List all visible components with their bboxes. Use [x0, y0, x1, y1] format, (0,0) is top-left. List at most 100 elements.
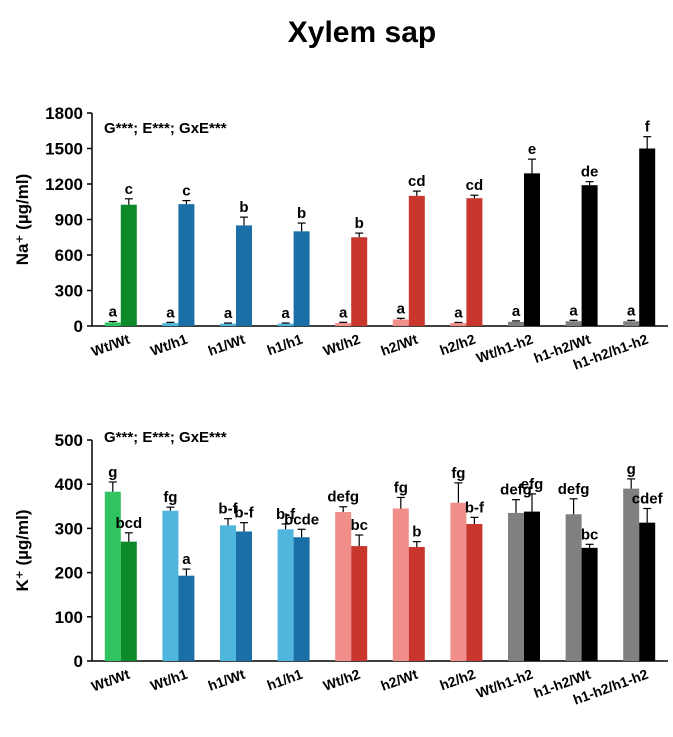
- significance-label: a: [627, 302, 636, 319]
- y-tick-label: 0: [74, 317, 83, 336]
- significance-label: a: [512, 303, 521, 320]
- category-label: Wt/h2: [321, 666, 362, 694]
- bar: [508, 321, 524, 326]
- y-tick-label: 500: [55, 431, 83, 450]
- category-label: Wt/h1: [148, 666, 189, 694]
- significance-label: cd: [466, 177, 484, 194]
- significance-label: b: [412, 524, 421, 541]
- bar: [351, 237, 368, 326]
- significance-label: g: [108, 464, 117, 481]
- y-tick-label: 900: [55, 211, 83, 230]
- stat-annotation: G***; E***; GxE***: [104, 120, 227, 137]
- bar: [408, 195, 425, 326]
- bar: [293, 537, 310, 661]
- significance-label: b-f: [218, 501, 238, 518]
- significance-label: a: [397, 300, 406, 317]
- bar: [466, 198, 483, 326]
- k-chart: 0 100 200 300 400 500 K⁺ (µg/ml) G***; E***; Gx…: [13, 429, 668, 708]
- significance-label: defg: [500, 482, 532, 499]
- category-label: Wt/h2: [321, 331, 362, 359]
- significance-label: bc: [581, 526, 599, 543]
- y-tick-label: 1200: [45, 175, 83, 194]
- significance-label: c: [182, 183, 190, 200]
- significance-label: de: [581, 164, 599, 181]
- bar: [508, 512, 524, 661]
- category-label: h1/h1: [265, 666, 305, 694]
- bar: [408, 546, 425, 661]
- y-tick-label: 300: [55, 519, 83, 538]
- category-label: h2/Wt: [379, 331, 421, 359]
- bar: [277, 323, 294, 326]
- category-label: Wt/Wt: [89, 666, 132, 695]
- category-label: h1/Wt: [206, 331, 248, 359]
- significance-label: e: [528, 141, 536, 158]
- significance-label: a: [182, 551, 191, 568]
- significance-label: f: [645, 119, 651, 136]
- bar: [162, 510, 179, 661]
- significance-label: bcde: [284, 511, 319, 528]
- bar: [178, 575, 195, 661]
- category-label: h2/Wt: [379, 666, 421, 694]
- significance-label: fg: [394, 479, 408, 496]
- significance-label: a: [109, 304, 118, 321]
- bar: [120, 204, 137, 326]
- significance-label: bc: [350, 517, 368, 534]
- bar: [581, 185, 598, 326]
- significance-label: cd: [408, 173, 426, 190]
- bar: [524, 173, 540, 326]
- bar: [639, 148, 656, 326]
- significance-label: bcd: [115, 515, 142, 532]
- bar: [335, 512, 352, 661]
- significance-label: a: [166, 304, 175, 321]
- category-label: Wt/Wt: [89, 331, 132, 360]
- bar: [236, 531, 252, 661]
- y-axis-label: Na⁺ (µg/ml): [13, 174, 32, 266]
- significance-label: b-f: [276, 506, 296, 523]
- significance-label: a: [454, 304, 463, 321]
- bar: [623, 488, 640, 661]
- bar: [220, 323, 236, 326]
- bar: [335, 323, 352, 326]
- significance-label: fg: [163, 489, 177, 506]
- y-tick-label: 100: [55, 608, 83, 627]
- bar: [120, 541, 137, 661]
- bar: [351, 546, 368, 661]
- category-label: Wt/h1-h2: [474, 331, 535, 366]
- y-tick-label: 1800: [45, 104, 83, 123]
- bar: [104, 322, 121, 326]
- y-tick-label: 300: [55, 282, 83, 301]
- bar: [466, 523, 483, 661]
- significance-label: a: [569, 302, 578, 319]
- y-tick-label: 600: [55, 246, 83, 265]
- bar: [639, 522, 656, 661]
- bar: [450, 323, 467, 326]
- category-label: Wt/h1-h2: [474, 666, 535, 701]
- significance-label: b: [297, 205, 306, 222]
- significance-label: a: [339, 304, 348, 321]
- bar: [565, 514, 582, 661]
- bar: [623, 321, 640, 326]
- stat-annotation: G***; E***; GxE***: [104, 429, 227, 446]
- y-tick-label: 400: [55, 475, 83, 494]
- category-label: h1/h1: [265, 331, 305, 359]
- bar: [277, 529, 294, 661]
- bar: [293, 231, 310, 326]
- significance-label: defg: [558, 481, 590, 498]
- significance-label: b: [355, 215, 364, 232]
- significance-label: cdef: [632, 491, 664, 508]
- category-label: Wt/h1: [148, 331, 189, 359]
- significance-label: g: [627, 461, 636, 478]
- significance-label: efg: [521, 476, 544, 493]
- y-tick-label: 1500: [45, 140, 83, 159]
- bar: [392, 508, 409, 661]
- category-label: h2/h2: [438, 666, 478, 694]
- bar: [524, 511, 540, 661]
- bar: [450, 502, 467, 661]
- significance-label: c: [125, 181, 133, 198]
- bar: [392, 319, 409, 326]
- significance-label: a: [224, 305, 233, 322]
- significance-label: defg: [327, 489, 359, 506]
- y-tick-label: 0: [74, 652, 83, 671]
- bar: [581, 547, 598, 661]
